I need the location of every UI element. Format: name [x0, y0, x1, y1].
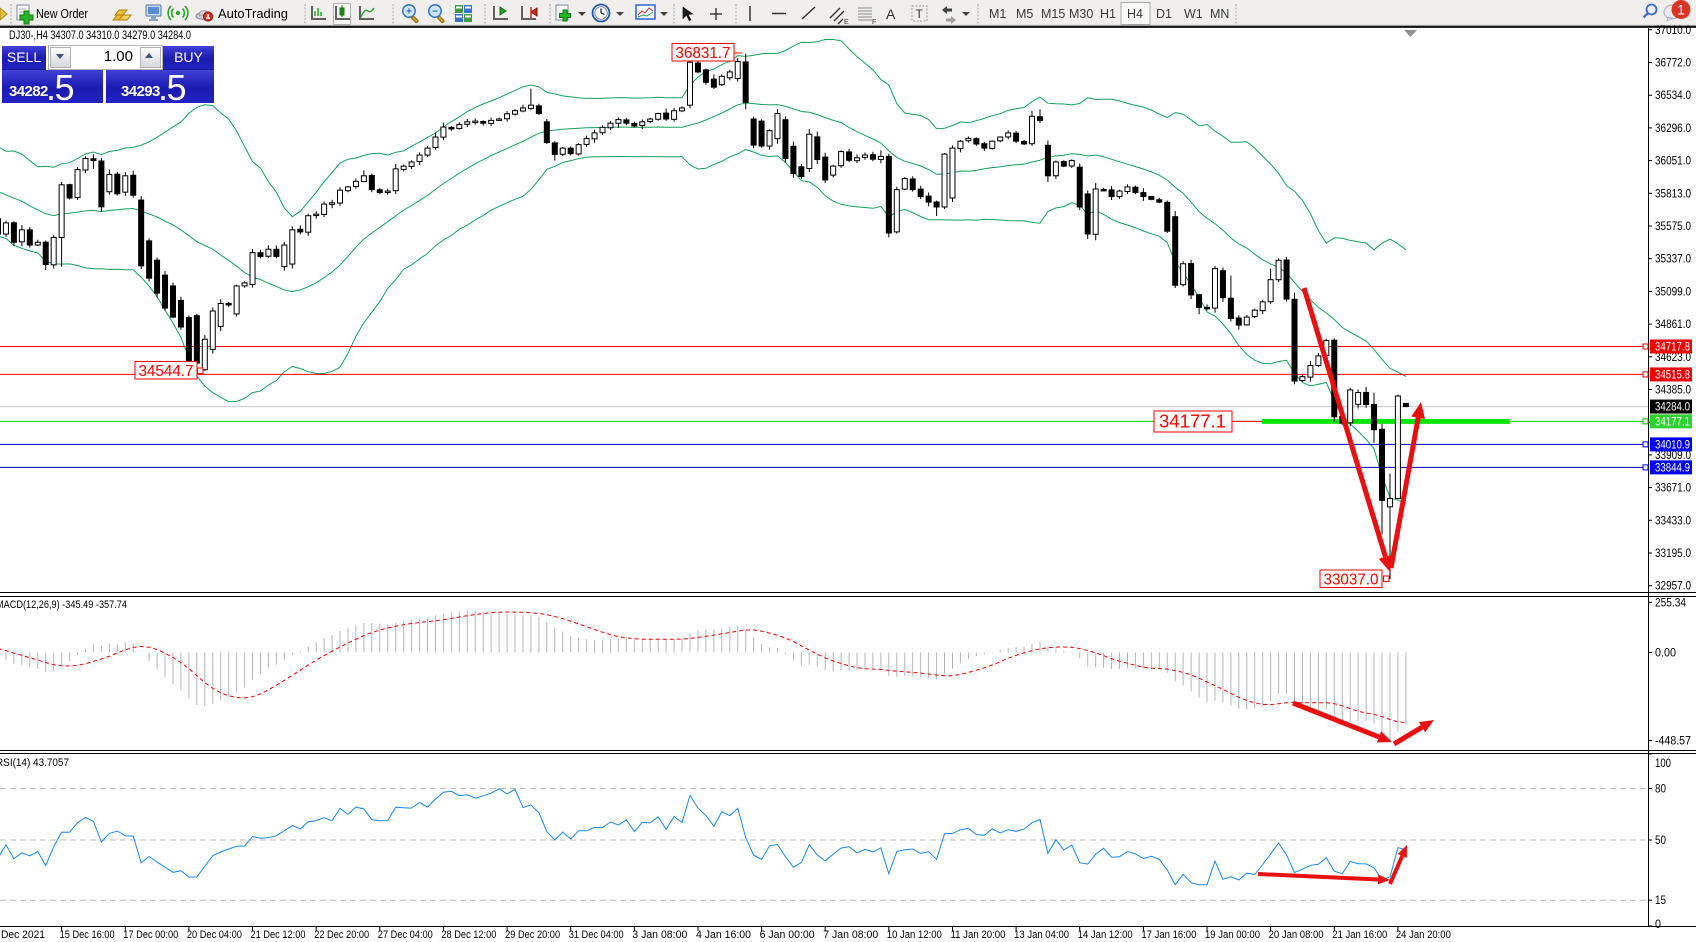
svg-text:14 Jan 12:00: 14 Jan 12:00 — [1078, 929, 1133, 941]
svg-text:33037.0: 33037.0 — [1324, 572, 1379, 589]
svg-text:34177.1: 34177.1 — [1159, 412, 1226, 432]
svg-text:35337.0: 35337.0 — [1655, 254, 1691, 266]
svg-text:13 Jan 04:00: 13 Jan 04:00 — [1014, 929, 1069, 941]
svg-text:7 Jan 08:00: 7 Jan 08:00 — [823, 929, 878, 941]
svg-text:19 Jan 00:00: 19 Jan 00:00 — [1205, 929, 1260, 941]
svg-text:17 Dec 00:00: 17 Dec 00:00 — [123, 929, 178, 941]
svg-text:255.34: 255.34 — [1655, 597, 1687, 609]
svg-text:New Order: New Order — [36, 6, 89, 21]
svg-text:17 Jan 16:00: 17 Jan 16:00 — [1141, 929, 1196, 941]
svg-text:M5: M5 — [1016, 7, 1033, 21]
svg-text:34515.8: 34515.8 — [1655, 369, 1690, 381]
svg-text:10 Jan 12:00: 10 Jan 12:00 — [887, 929, 942, 941]
svg-text:1: 1 — [1677, 2, 1685, 18]
svg-text:AutoTrading: AutoTrading — [218, 6, 288, 21]
svg-text:36534.0: 36534.0 — [1655, 90, 1691, 102]
svg-text:−: − — [432, 7, 438, 18]
svg-text:33195.0: 33195.0 — [1655, 548, 1691, 560]
svg-text:21 Dec 12:00: 21 Dec 12:00 — [251, 929, 306, 941]
svg-text:35099.0: 35099.0 — [1655, 286, 1691, 298]
svg-text:50: 50 — [1655, 835, 1666, 847]
svg-text:33433.0: 33433.0 — [1655, 515, 1691, 527]
svg-text:RSI(14) 43.7057: RSI(14) 43.7057 — [0, 757, 69, 769]
svg-text:M1: M1 — [989, 7, 1006, 21]
svg-text:15 Dec 16:00: 15 Dec 16:00 — [60, 929, 115, 941]
svg-text:33844.9: 33844.9 — [1655, 462, 1690, 474]
svg-text:M30: M30 — [1069, 7, 1093, 21]
svg-text:H1: H1 — [1100, 7, 1116, 21]
svg-text:34717.8: 34717.8 — [1655, 342, 1690, 354]
svg-text:34284.0: 34284.0 — [1655, 402, 1690, 414]
svg-text:32957.0: 32957.0 — [1655, 581, 1691, 593]
svg-text:34623.0: 34623.0 — [1655, 352, 1691, 364]
svg-text:37010.0: 37010.0 — [1655, 25, 1691, 37]
svg-text:34385.0: 34385.0 — [1655, 385, 1691, 397]
svg-text:4 Jan 16:00: 4 Jan 16:00 — [696, 929, 751, 941]
svg-text:M15: M15 — [1041, 7, 1065, 21]
svg-text:35575.0: 35575.0 — [1655, 221, 1691, 233]
svg-text:34861.0: 34861.0 — [1655, 319, 1691, 331]
svg-text:33671.0: 33671.0 — [1655, 483, 1691, 495]
svg-text:34544.7: 34544.7 — [139, 363, 194, 380]
svg-text:36051.0: 36051.0 — [1655, 156, 1691, 168]
svg-text:36296.0: 36296.0 — [1655, 123, 1691, 135]
svg-text:F: F — [872, 19, 876, 26]
svg-text:24 Jan 20:00: 24 Jan 20:00 — [1396, 929, 1451, 941]
svg-text:36831.7: 36831.7 — [676, 45, 731, 62]
svg-text:29 Dec 20:00: 29 Dec 20:00 — [505, 929, 560, 941]
svg-text:34010.9: 34010.9 — [1655, 439, 1690, 451]
svg-text:E: E — [844, 19, 849, 26]
svg-text:W1: W1 — [1184, 7, 1203, 21]
svg-text:35813.0: 35813.0 — [1655, 188, 1691, 200]
svg-text:80: 80 — [1655, 783, 1666, 795]
svg-text:0.00: 0.00 — [1655, 648, 1676, 660]
svg-text:100: 100 — [1655, 758, 1671, 770]
svg-text:MACD(12,26,9) -345.49 -357.74: MACD(12,26,9) -345.49 -357.74 — [0, 599, 127, 611]
svg-text:MN: MN — [1210, 7, 1229, 21]
svg-text:20 Jan 08:00: 20 Jan 08:00 — [1269, 929, 1324, 941]
svg-text:-448.57: -448.57 — [1655, 736, 1691, 748]
svg-text:36772.0: 36772.0 — [1655, 58, 1691, 70]
svg-text:27 Dec 04:00: 27 Dec 04:00 — [378, 929, 433, 941]
svg-text:0: 0 — [1655, 919, 1661, 931]
svg-text:31 Dec 04:00: 31 Dec 04:00 — [569, 929, 624, 941]
svg-text:3 Jan 08:00: 3 Jan 08:00 — [632, 929, 687, 941]
svg-text:DJ30-,H4 34307.0 34310.0 3427: DJ30-,H4 34307.0 34310.0 34279.0 34284.0 — [9, 30, 191, 42]
svg-text:33909.0: 33909.0 — [1655, 450, 1691, 462]
svg-text:20 Dec 04:00: 20 Dec 04:00 — [187, 929, 242, 941]
svg-text:21 Jan 16:00: 21 Jan 16:00 — [1332, 929, 1387, 941]
svg-text:T: T — [916, 7, 924, 21]
svg-text:H4: H4 — [1127, 7, 1143, 21]
svg-text:15: 15 — [1655, 895, 1666, 907]
svg-text:22 Dec 20:00: 22 Dec 20:00 — [314, 929, 369, 941]
svg-text:Dec 2021: Dec 2021 — [1, 929, 45, 941]
svg-text:A: A — [886, 6, 896, 22]
svg-text:28 Dec 12:00: 28 Dec 12:00 — [441, 929, 496, 941]
svg-text:D1: D1 — [1156, 7, 1172, 21]
svg-text:11 Jan 20:00: 11 Jan 20:00 — [951, 929, 1006, 941]
svg-text:+: + — [406, 7, 412, 18]
svg-text:34177.1: 34177.1 — [1655, 416, 1690, 428]
svg-text:6 Jan 00:00: 6 Jan 00:00 — [760, 929, 815, 941]
